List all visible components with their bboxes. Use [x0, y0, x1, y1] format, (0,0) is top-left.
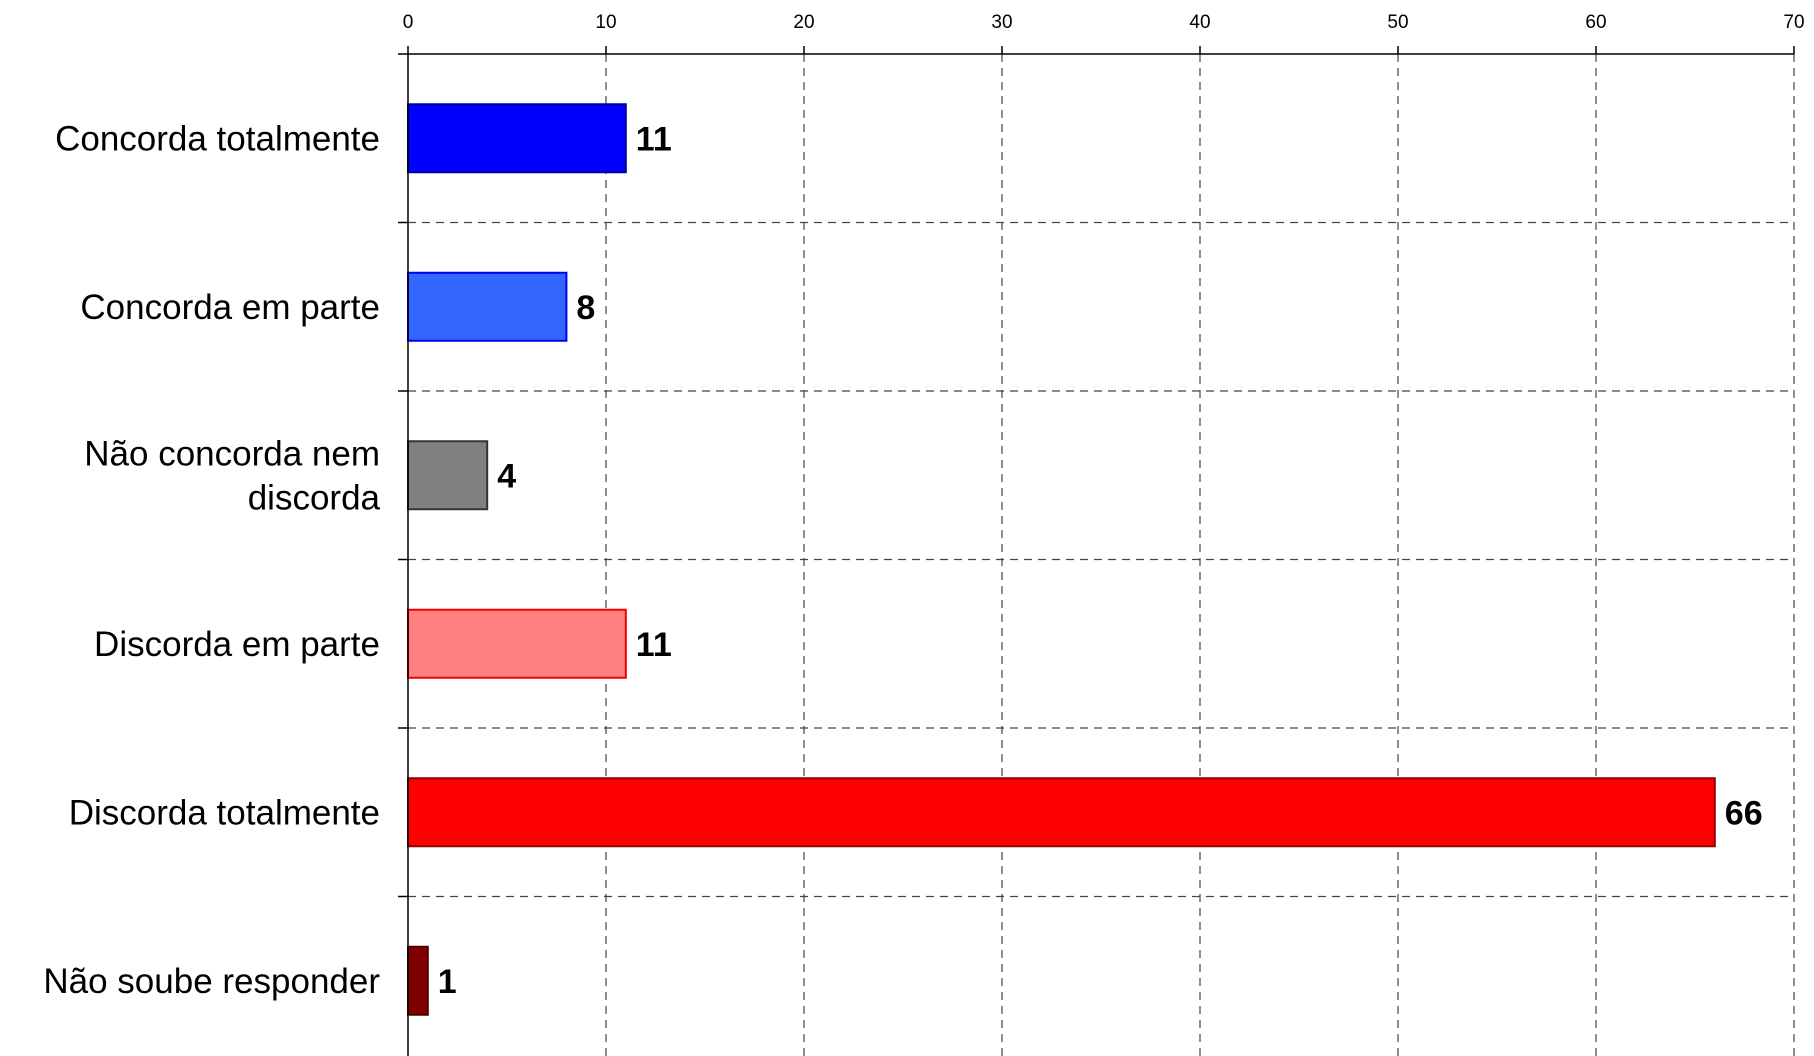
x-tick-label-6: 60: [1585, 12, 1606, 33]
data-label-3: 11: [636, 626, 672, 664]
data-label-2: 4: [497, 457, 516, 495]
x-tick-label-0: 0: [403, 12, 414, 33]
data-label-4: 66: [1725, 794, 1763, 832]
labels-layer: 11 Concorda totalmente 8 Concorda em parte 4…: [43, 119, 1762, 1001]
bars-layer: [407, 103, 1716, 1016]
grid-layer: [408, 54, 1795, 1056]
category-label-4-0: Discorda totalmente: [69, 793, 380, 832]
category-label-0-0: Concorda totalmente: [55, 119, 380, 158]
bar-5: [407, 945, 429, 1016]
x-tick-label-2: 20: [793, 12, 814, 33]
x-tick-label-3: 30: [991, 12, 1012, 33]
bar-3: [407, 608, 627, 679]
bar-1: [407, 271, 568, 342]
bar-0: [407, 103, 627, 174]
x-tick-label-5: 50: [1387, 12, 1408, 33]
category-label-1-0: Concorda em parte: [80, 288, 380, 327]
axis-layer: 0 10 20 30 40 50 60 70: [398, 12, 1805, 1056]
bar-2: [407, 440, 489, 511]
category-label-3-0: Discorda em parte: [94, 625, 380, 664]
x-tick-label-4: 40: [1189, 12, 1210, 33]
data-label-0: 11: [636, 120, 672, 158]
x-tick-label-1: 10: [595, 12, 616, 33]
x-tick-label-7: 70: [1783, 12, 1804, 33]
data-label-1: 8: [576, 289, 595, 327]
category-label-2-1: discorda: [248, 478, 381, 517]
category-label-5-0: Não soube responder: [43, 962, 380, 1001]
category-label-2-0: Não concorda nem: [84, 434, 380, 473]
bar-4: [407, 777, 1716, 848]
data-label-5: 1: [438, 963, 457, 1001]
